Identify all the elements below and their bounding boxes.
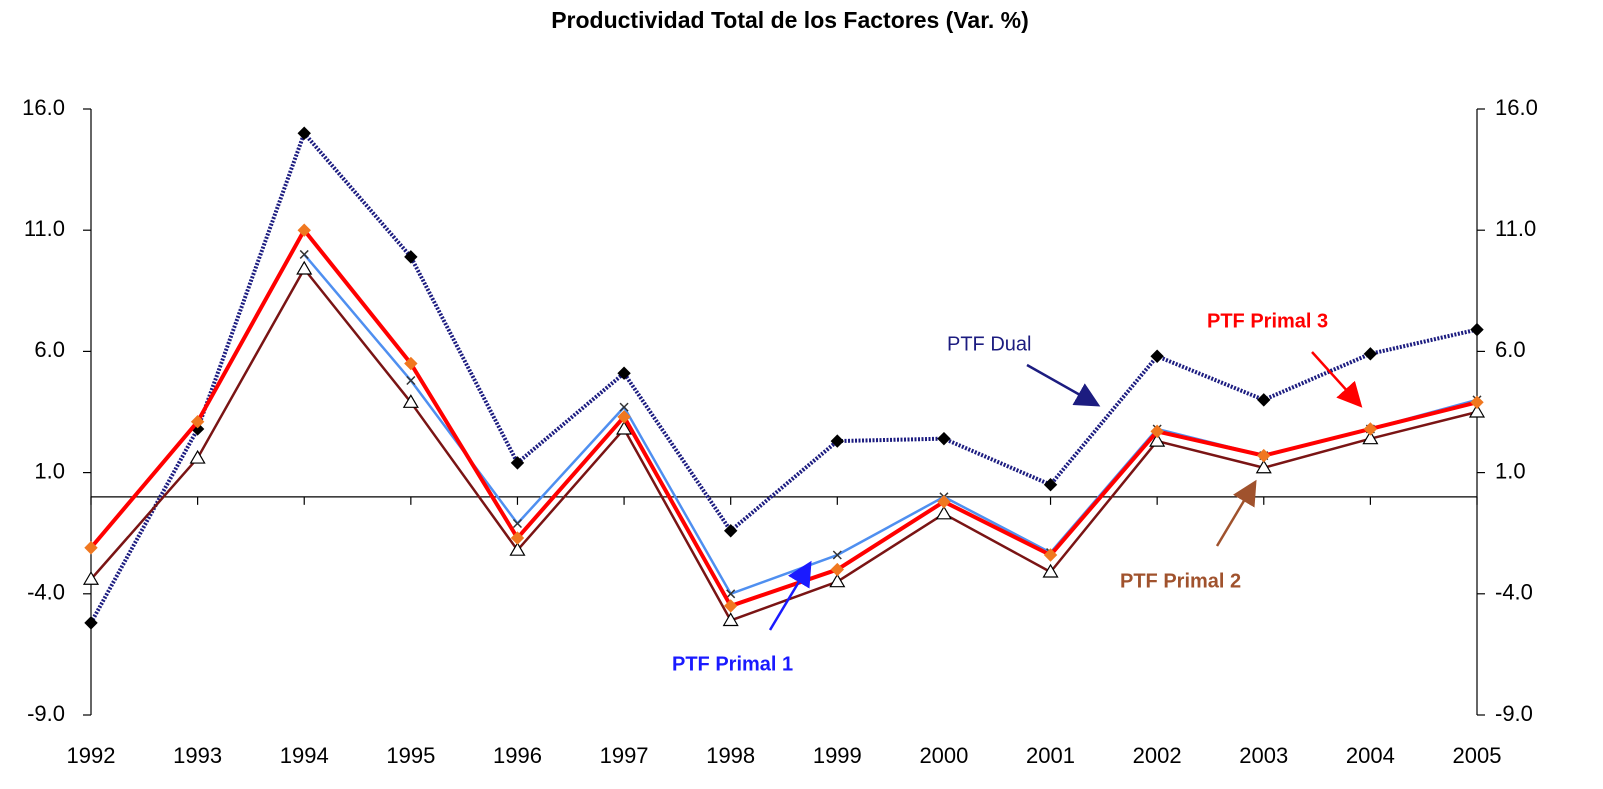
point [937, 494, 951, 509]
y-tick-label: 16.0 [22, 95, 65, 120]
point [1150, 349, 1164, 363]
point [296, 260, 313, 275]
series-label: PTF Primal 2 [1120, 570, 1241, 592]
series-label: PTF Dual [947, 333, 1031, 355]
x-tick-label: 1999 [813, 743, 862, 768]
y2-tick-label: -4.0 [1495, 580, 1533, 605]
series-line [303, 253, 1478, 596]
point [512, 518, 522, 529]
point [297, 223, 311, 237]
point [937, 431, 951, 446]
point [84, 541, 98, 555]
point [1255, 459, 1272, 474]
x-tick-label: 1995 [386, 743, 435, 768]
point [404, 250, 418, 264]
x-tick-label: 2003 [1239, 743, 1288, 768]
point [404, 356, 418, 371]
point [299, 249, 309, 259]
point [1149, 432, 1166, 447]
point [616, 420, 633, 435]
chart-title: Productividad Total de los Factores (Var… [551, 7, 1029, 33]
point [723, 524, 738, 538]
point [1257, 393, 1271, 407]
x-tick-label: 1997 [600, 743, 649, 768]
point [1043, 478, 1058, 492]
point [1150, 424, 1164, 439]
point [1363, 422, 1378, 436]
point [510, 531, 525, 545]
arrow [1215, 479, 1257, 547]
x-tick-label: 2005 [1453, 743, 1502, 768]
y2-tick-label: -9.0 [1495, 701, 1533, 726]
point [830, 434, 845, 448]
point [1257, 448, 1271, 463]
series-label: PTF Primal 3 [1207, 310, 1328, 332]
point [1362, 430, 1379, 445]
point [1470, 322, 1484, 337]
y2-tick-label: 16.0 [1495, 95, 1538, 120]
x-tick-label: 1994 [280, 743, 329, 768]
x-tick-label: 1998 [706, 743, 755, 768]
x-tick-label: 2000 [919, 743, 968, 768]
point [1363, 347, 1378, 361]
series-label: PTF Primal 1 [672, 653, 793, 675]
point [1042, 563, 1059, 578]
point [406, 375, 416, 386]
arrow [1026, 363, 1101, 407]
arrow [768, 560, 812, 631]
point [722, 612, 739, 627]
point [723, 599, 738, 613]
point [726, 589, 736, 599]
y2-tick-label: 11.0 [1495, 216, 1536, 241]
x-tick-label: 2004 [1346, 743, 1395, 768]
y-tick-label: 11.0 [24, 216, 65, 241]
point [829, 573, 846, 588]
y2-tick-label: 6.0 [1495, 337, 1526, 362]
point [82, 571, 100, 585]
point [617, 410, 631, 424]
point [617, 366, 631, 380]
point [830, 562, 845, 577]
point [832, 550, 842, 560]
y2-tick-label: 1.0 [1495, 458, 1526, 483]
point [935, 505, 952, 520]
point [1470, 395, 1484, 410]
point [510, 456, 525, 470]
point [1043, 548, 1058, 562]
point [1468, 403, 1486, 418]
series-line [90, 267, 1478, 622]
x-tick-label: 2001 [1026, 743, 1075, 768]
point [190, 414, 205, 429]
y-tick-label: -9.0 [27, 701, 65, 726]
series-line [89, 131, 1478, 624]
y-tick-label: 6.0 [34, 337, 65, 362]
y-tick-label: 1.0 [34, 458, 65, 483]
arrow [1311, 351, 1363, 408]
point [189, 449, 206, 464]
x-tick-label: 1996 [493, 743, 542, 768]
series-line [89, 228, 1478, 608]
y-tick-label: -4.0 [27, 580, 65, 605]
x-tick-label: 2002 [1133, 743, 1182, 768]
x-tick-label: 1993 [173, 743, 222, 768]
x-tick-label: 1992 [67, 743, 116, 768]
point [402, 394, 419, 408]
point [297, 126, 311, 140]
point [509, 541, 526, 556]
point [619, 402, 629, 412]
point [84, 616, 98, 630]
plot-area: -9.0 -4.0 1.0 6.0 11.0 16.0 -9.0 -4.0 1.0 6.0 11.0… [22, 95, 1538, 768]
